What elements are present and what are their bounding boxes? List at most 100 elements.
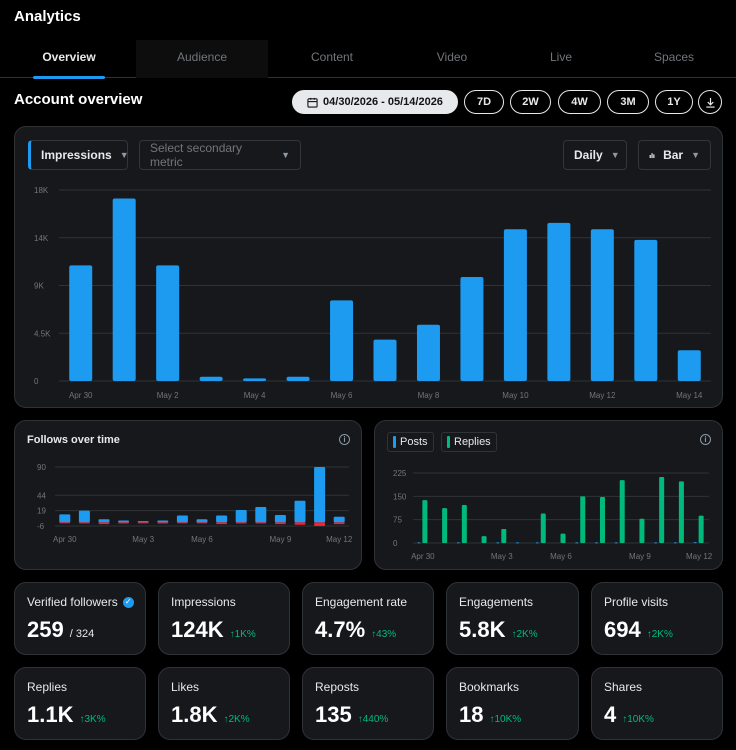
metric-delta: ↑10K%: [489, 714, 522, 725]
bar-follows: [216, 515, 228, 523]
bar-follows: [314, 467, 326, 523]
bar-impressions: [156, 265, 180, 381]
posts-replies-card: Posts Replies i 0 75 150 225 Apr 30 May 3 May …: [374, 420, 723, 570]
bar-impressions: [503, 229, 527, 381]
x-tick-label: May 14: [676, 391, 703, 400]
metric-card-profile-visits[interactable]: Profile visits 694 ↑2K%: [591, 582, 723, 655]
date-range-button[interactable]: 04/30/2026 - 05/14/2026: [292, 90, 458, 114]
y-tick-label: 90: [37, 463, 46, 472]
interval-select[interactable]: Daily ▼: [563, 140, 627, 170]
chevron-down-icon: ▼: [610, 150, 620, 160]
bar-replies: [678, 481, 684, 543]
x-tick-label: Apr 30: [69, 391, 93, 400]
info-icon[interactable]: i: [700, 434, 711, 445]
metric-card-replies[interactable]: Replies 1.1K ↑3K%: [14, 667, 146, 740]
range-1y-button[interactable]: 1Y: [655, 90, 693, 114]
metric-value: 1.8K: [171, 702, 218, 727]
bar-unfollows: [314, 522, 326, 526]
bar-unfollows: [216, 522, 228, 525]
secondary-metric-select[interactable]: Select secondary metric ▼: [139, 140, 301, 170]
date-range-label: 04/30/2026 - 05/14/2026: [323, 96, 443, 108]
bar-unfollows: [235, 522, 247, 524]
range-7d-button[interactable]: 7D: [464, 90, 504, 114]
info-icon[interactable]: i: [339, 434, 350, 445]
bar-follows: [196, 519, 208, 523]
bar-unfollows: [255, 522, 267, 524]
bar-posts: [496, 542, 500, 544]
bar-replies: [540, 513, 546, 543]
x-tick-label: May 3: [491, 552, 513, 561]
bar-unfollows: [333, 522, 345, 525]
posts-swatch: [393, 436, 396, 448]
download-button[interactable]: [698, 90, 722, 114]
bar-impressions: [547, 222, 571, 381]
tab-audience[interactable]: Audience: [136, 40, 268, 78]
metric-title: Verified followers: [27, 595, 118, 609]
x-tick-label: May 9: [629, 552, 651, 561]
legend-replies[interactable]: Replies: [441, 432, 497, 452]
x-tick-label: Apr 30: [411, 552, 435, 561]
metric-delta: ↑3K%: [79, 714, 106, 725]
range-3m-button[interactable]: 3M: [607, 90, 649, 114]
bar-follows: [255, 506, 267, 523]
y-tick-label: 0: [393, 539, 398, 548]
legend-posts[interactable]: Posts: [387, 432, 434, 452]
bar-unfollows: [118, 522, 130, 524]
bar-unfollows: [78, 522, 90, 524]
bar-follows: [235, 510, 247, 523]
metric-delta: ↑43%: [371, 629, 397, 640]
primary-metric-label: Impressions: [41, 148, 112, 162]
metric-value: 4.7%: [315, 617, 366, 642]
x-tick-label: May 12: [686, 552, 713, 561]
bar-impressions: [416, 324, 440, 381]
bar-impressions: [243, 378, 267, 381]
metric-card-shares[interactable]: Shares 4 ↑10K%: [591, 667, 723, 740]
tab-spaces[interactable]: Spaces: [636, 40, 712, 78]
download-icon: [705, 97, 715, 108]
range-4w-button[interactable]: 4W: [558, 90, 601, 114]
metric-title: Engagements: [459, 595, 534, 609]
x-tick-label: May 3: [132, 535, 154, 544]
bar-impressions: [677, 350, 701, 381]
tab-live[interactable]: Live: [526, 40, 596, 78]
bar-replies: [659, 477, 665, 543]
metric-card-reposts[interactable]: Reposts 135 ↑440%: [302, 667, 434, 740]
metric-card-engagements[interactable]: Engagements 5.8K ↑2K%: [446, 582, 579, 655]
bar-posts: [673, 542, 677, 544]
x-tick-label: May 6: [191, 535, 213, 544]
secondary-metric-placeholder: Select secondary metric: [150, 141, 243, 169]
metric-card-bookmarks[interactable]: Bookmarks 18 ↑10K%: [446, 667, 579, 740]
legend-label: Replies: [454, 436, 491, 448]
bar-follows: [118, 520, 130, 523]
impressions-chart-card: Impressions ▼ Select secondary metric ▼ …: [14, 126, 723, 408]
range-2w-button[interactable]: 2W: [510, 90, 551, 114]
y-tick-label: 14K: [34, 234, 49, 243]
y-tick-label: 75: [393, 516, 402, 525]
x-tick-label: May 12: [326, 535, 353, 544]
bar-posts: [535, 542, 539, 544]
tab-label: Audience: [176, 50, 228, 64]
metric-card-impressions[interactable]: Impressions 124K ↑1K%: [158, 582, 290, 655]
follows-card-title: Follows over time: [27, 434, 120, 446]
bar-impressions: [112, 198, 136, 381]
metric-card-verified-followers[interactable]: Verified followers ✓ 259 / 324: [14, 582, 146, 655]
tab-content[interactable]: Content: [290, 40, 374, 78]
calendar-icon: [307, 97, 318, 108]
metric-title: Engagement rate: [315, 595, 408, 609]
metric-card-engagement-rate[interactable]: Engagement rate 4.7% ↑43%: [302, 582, 434, 655]
bar-impressions: [634, 239, 658, 381]
primary-metric-select[interactable]: Impressions ▼: [28, 140, 129, 170]
metric-value: 18: [459, 702, 484, 727]
tab-overview[interactable]: Overview: [25, 40, 113, 79]
metric-delta: ↑440%: [357, 714, 389, 725]
bar-chart-icon: [649, 153, 655, 159]
tab-video[interactable]: Video: [414, 40, 490, 78]
bar-follows: [294, 500, 306, 523]
metric-title: Profile visits: [604, 595, 669, 609]
bar-posts: [516, 542, 520, 544]
metric-card-likes[interactable]: Likes 1.8K ↑2K%: [158, 667, 290, 740]
chart-type-select[interactable]: Bar ▼: [638, 140, 711, 170]
bar-follows: [274, 514, 286, 523]
interval-label: Daily: [574, 148, 603, 162]
chevron-down-icon: ▼: [691, 150, 700, 160]
